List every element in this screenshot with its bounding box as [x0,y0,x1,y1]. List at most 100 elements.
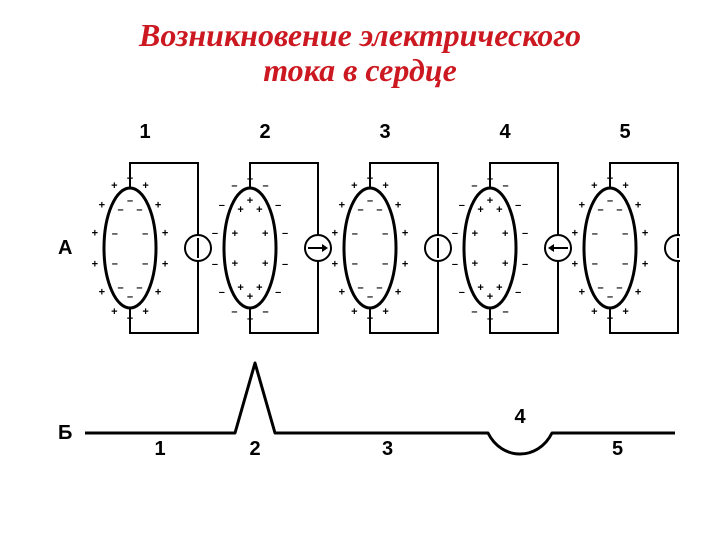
inner-charge: – [607,195,613,207]
outer-charge: + [339,200,345,212]
wave-label: 1 [154,438,165,460]
wave-label: 5 [612,438,623,460]
outer-charge: – [275,200,281,212]
outer-charge: + [142,180,148,192]
wave-label: 4 [514,406,526,428]
inner-charge: – [358,205,364,217]
outer-charge: + [351,306,357,318]
outer-charge: + [332,259,338,271]
outer-charge: – [503,306,509,318]
outer-charge: – [282,228,288,240]
row-label-a: А [58,237,72,259]
wire-top [610,163,678,235]
inner-charge: + [502,258,508,270]
outer-charge: – [212,259,218,271]
outer-charge: + [92,228,98,240]
inner-charge: – [382,258,388,270]
outer-charge: + [395,287,401,299]
inner-charge: – [367,291,373,303]
inner-charge: + [262,258,268,270]
wire-top [130,163,198,235]
inner-charge: – [142,258,148,270]
outer-charge: + [579,287,585,299]
outer-charge: – [219,287,225,299]
outer-charge: – [459,200,465,212]
outer-charge: + [635,200,641,212]
inner-charge: – [142,229,148,241]
inner-charge: + [496,205,502,217]
cell-number: 5 [619,121,630,143]
outer-charge: – [231,306,237,318]
inner-charge: + [477,205,483,217]
inner-charge: – [112,258,118,270]
inner-charge: – [607,291,613,303]
diagram-container: А1++++++++++++++––––––––––2–––––––––––––… [0,98,720,518]
inner-charge: + [472,258,478,270]
outer-charge: – [452,228,458,240]
outer-charge: + [579,200,585,212]
outer-charge: – [522,259,528,271]
outer-charge: + [591,180,597,192]
cell-number: 3 [379,121,390,143]
outer-charge: + [572,259,578,271]
outer-charge: + [142,306,148,318]
outer-charge: – [282,259,288,271]
outer-charge: + [99,287,105,299]
cell-number: 2 [259,121,270,143]
outer-charge: – [522,228,528,240]
outer-charge: + [111,180,117,192]
inner-charge: + [262,229,268,241]
inner-charge: – [382,229,388,241]
inner-charge: – [136,282,142,294]
outer-charge: + [622,306,628,318]
inner-charge: – [352,258,358,270]
inner-charge: – [127,291,133,303]
inner-charge: – [136,205,142,217]
outer-charge: + [402,259,408,271]
outer-charge: – [515,200,521,212]
outer-charge: – [503,180,509,192]
title-line-1: Возникновение электрического [0,18,720,53]
wire-top [490,163,558,235]
inner-charge: – [127,195,133,207]
outer-charge: + [642,259,648,271]
inner-charge: + [237,205,243,217]
outer-charge: + [635,287,641,299]
outer-charge: + [155,287,161,299]
inner-charge: + [487,291,493,303]
inner-charge: – [367,195,373,207]
cell-number: 4 [499,121,511,143]
outer-charge: + [332,228,338,240]
outer-charge: – [212,228,218,240]
inner-charge: + [496,282,502,294]
inner-charge: – [358,282,364,294]
cell-number: 1 [139,121,150,143]
title-line-2: тока в сердце [0,53,720,88]
outer-charge: – [219,200,225,212]
wave-label: 3 [382,438,393,460]
outer-charge: + [642,228,648,240]
outer-charge: – [471,180,477,192]
outer-charge: + [382,180,388,192]
outer-charge: – [275,287,281,299]
outer-charge: – [459,287,465,299]
inner-charge: – [616,205,622,217]
wire-bottom [250,261,318,333]
wire-top [370,163,438,235]
inner-charge: – [376,282,382,294]
heart-current-diagram: А1++++++++++++++––––––––––2–––––––––––––… [40,98,680,518]
inner-charge: – [118,282,124,294]
inner-charge: – [598,282,604,294]
inner-charge: + [487,195,493,207]
outer-charge: – [471,306,477,318]
outer-charge: + [382,306,388,318]
outer-charge: + [162,259,168,271]
inner-charge: + [247,291,253,303]
inner-charge: – [616,282,622,294]
inner-charge: + [256,205,262,217]
outer-charge: + [402,228,408,240]
outer-charge: + [92,259,98,271]
inner-charge: + [256,282,262,294]
outer-charge: + [351,180,357,192]
outer-charge: + [395,200,401,212]
